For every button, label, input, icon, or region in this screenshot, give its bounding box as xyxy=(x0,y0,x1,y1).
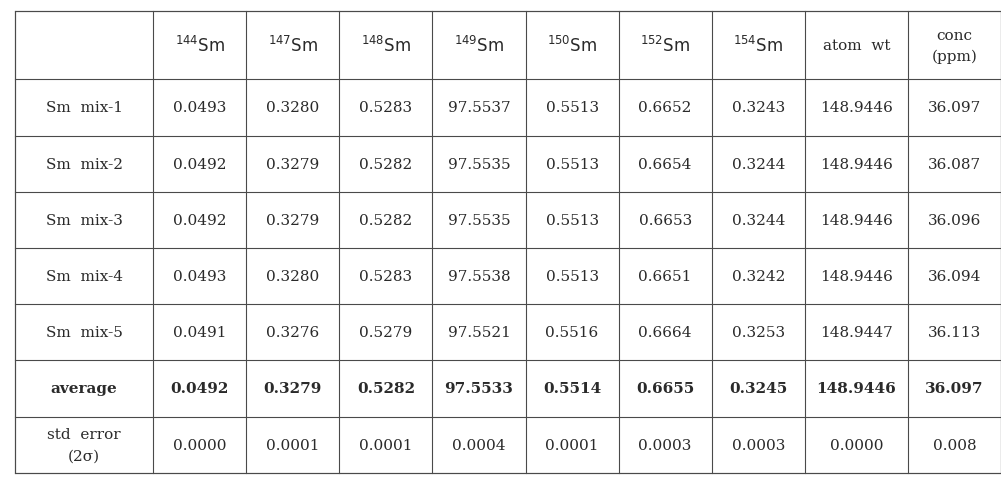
Text: 0.6652: 0.6652 xyxy=(639,101,692,115)
Text: 0.3242: 0.3242 xyxy=(732,269,785,284)
Text: average: average xyxy=(51,382,117,396)
Text: 0.0001: 0.0001 xyxy=(359,438,412,452)
Text: 36.096: 36.096 xyxy=(928,214,981,228)
Text: 36.113: 36.113 xyxy=(928,325,981,339)
Text: 0.6655: 0.6655 xyxy=(636,382,695,396)
Text: 0.008: 0.008 xyxy=(933,438,976,452)
Text: $^{148}$Sm: $^{148}$Sm xyxy=(360,36,411,56)
Text: 0.3280: 0.3280 xyxy=(266,269,319,284)
Text: 97.5538: 97.5538 xyxy=(447,269,511,284)
Text: 0.3279: 0.3279 xyxy=(266,214,319,228)
Text: conc: conc xyxy=(937,28,972,43)
Text: 97.5521: 97.5521 xyxy=(447,325,511,339)
Text: Sm  mix-1: Sm mix-1 xyxy=(46,101,122,115)
Text: $^{154}$Sm: $^{154}$Sm xyxy=(733,36,784,56)
Text: (ppm): (ppm) xyxy=(932,49,977,64)
Text: $^{149}$Sm: $^{149}$Sm xyxy=(453,36,505,56)
Text: 0.5513: 0.5513 xyxy=(546,157,599,171)
Text: 0.5282: 0.5282 xyxy=(356,382,415,396)
Text: 0.5513: 0.5513 xyxy=(546,101,599,115)
Text: 0.3280: 0.3280 xyxy=(266,101,319,115)
Text: 36.087: 36.087 xyxy=(928,157,981,171)
Text: 0.0492: 0.0492 xyxy=(173,157,226,171)
Text: 0.0492: 0.0492 xyxy=(170,382,229,396)
Text: atom  wt: atom wt xyxy=(823,39,890,53)
Text: 0.0001: 0.0001 xyxy=(546,438,599,452)
Text: 148.9446: 148.9446 xyxy=(820,157,893,171)
Text: 0.6653: 0.6653 xyxy=(639,214,692,228)
Text: 0.0493: 0.0493 xyxy=(173,269,226,284)
Text: 36.097: 36.097 xyxy=(925,382,984,396)
Text: Sm  mix-3: Sm mix-3 xyxy=(46,214,122,228)
Text: 97.5535: 97.5535 xyxy=(447,214,511,228)
Text: 0.0001: 0.0001 xyxy=(266,438,319,452)
Text: 0.0003: 0.0003 xyxy=(732,438,785,452)
Text: 0.0000: 0.0000 xyxy=(830,438,883,452)
Text: 148.9447: 148.9447 xyxy=(820,325,893,339)
Text: 97.5537: 97.5537 xyxy=(447,101,511,115)
Text: 0.3244: 0.3244 xyxy=(732,157,785,171)
Text: Sm  mix-4: Sm mix-4 xyxy=(46,269,122,284)
Text: 0.0000: 0.0000 xyxy=(173,438,226,452)
Text: 97.5533: 97.5533 xyxy=(444,382,514,396)
Text: $^{150}$Sm: $^{150}$Sm xyxy=(547,36,598,56)
Text: 0.3279: 0.3279 xyxy=(266,157,319,171)
Text: 0.0004: 0.0004 xyxy=(452,438,506,452)
Text: (2σ): (2σ) xyxy=(68,448,100,462)
Text: 0.5282: 0.5282 xyxy=(359,157,412,171)
Text: 0.5516: 0.5516 xyxy=(546,325,599,339)
Text: 0.3243: 0.3243 xyxy=(732,101,785,115)
Text: 0.5279: 0.5279 xyxy=(359,325,412,339)
Text: 148.9446: 148.9446 xyxy=(820,269,893,284)
Text: 148.9446: 148.9446 xyxy=(820,214,893,228)
Text: $^{147}$Sm: $^{147}$Sm xyxy=(267,36,318,56)
Text: 0.5283: 0.5283 xyxy=(359,269,412,284)
Text: 0.5513: 0.5513 xyxy=(546,269,599,284)
Text: 0.3253: 0.3253 xyxy=(732,325,785,339)
Text: 148.9446: 148.9446 xyxy=(820,101,893,115)
Text: 36.094: 36.094 xyxy=(928,269,981,284)
Text: 0.5283: 0.5283 xyxy=(359,101,412,115)
Text: 0.0493: 0.0493 xyxy=(173,101,226,115)
Text: $^{144}$Sm: $^{144}$Sm xyxy=(174,36,225,56)
Text: 0.3245: 0.3245 xyxy=(729,382,788,396)
Text: 36.097: 36.097 xyxy=(928,101,981,115)
Text: 0.5513: 0.5513 xyxy=(546,214,599,228)
Text: 0.5282: 0.5282 xyxy=(359,214,412,228)
Text: 0.3276: 0.3276 xyxy=(266,325,319,339)
Text: Sm  mix-2: Sm mix-2 xyxy=(46,157,122,171)
Text: 0.6664: 0.6664 xyxy=(639,325,692,339)
Text: $^{152}$Sm: $^{152}$Sm xyxy=(640,36,691,56)
Text: Sm  mix-5: Sm mix-5 xyxy=(46,325,122,339)
Text: 0.6651: 0.6651 xyxy=(639,269,692,284)
Text: 97.5535: 97.5535 xyxy=(447,157,511,171)
Text: std  error: std error xyxy=(47,427,121,441)
Text: 0.3244: 0.3244 xyxy=(732,214,785,228)
Text: 148.9446: 148.9446 xyxy=(817,382,896,396)
Text: 0.0491: 0.0491 xyxy=(173,325,226,339)
Text: 0.5514: 0.5514 xyxy=(543,382,602,396)
Text: 0.3279: 0.3279 xyxy=(263,382,322,396)
Text: 0.6654: 0.6654 xyxy=(639,157,692,171)
Text: 0.0492: 0.0492 xyxy=(173,214,226,228)
Text: 0.0003: 0.0003 xyxy=(639,438,692,452)
